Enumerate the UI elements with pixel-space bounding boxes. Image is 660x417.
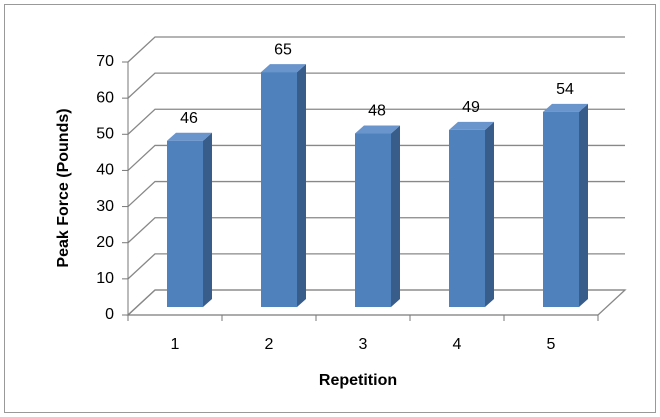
- x-tick-label: 5: [547, 336, 556, 353]
- grid-line: [127, 72, 625, 99]
- value-label: 65: [274, 41, 292, 58]
- value-label: 46: [180, 110, 198, 127]
- bar-top: [355, 125, 400, 134]
- value-label: 54: [556, 81, 574, 98]
- y-tick-label: 30: [96, 198, 114, 215]
- y-tick-label: 40: [96, 162, 114, 179]
- value-label: 49: [462, 99, 480, 116]
- y-axis-title: Peak Force (Pounds): [55, 108, 72, 267]
- bar-front: [261, 72, 297, 307]
- bar-side: [579, 103, 588, 307]
- bar-side: [391, 125, 400, 307]
- y-tick-label: 20: [96, 234, 114, 251]
- y-tick-label: 60: [96, 89, 114, 106]
- x-axis-title: Repetition: [319, 372, 397, 389]
- x-tick-label: 4: [453, 336, 462, 353]
- bar: [449, 121, 494, 308]
- bar-side: [203, 132, 212, 307]
- y-tick-label: 0: [105, 306, 114, 323]
- bar-front: [449, 129, 485, 307]
- bar-top: [543, 103, 588, 112]
- grid-line: [127, 36, 625, 63]
- x-tick-label: 2: [265, 336, 274, 353]
- bar-side: [297, 64, 306, 307]
- grid-line: [127, 108, 625, 135]
- bar: [167, 132, 212, 307]
- y-tick-label: 70: [96, 53, 114, 70]
- bar-front: [355, 133, 391, 307]
- y-tick-label: 50: [96, 126, 114, 143]
- bar: [355, 125, 400, 307]
- bar-top: [449, 121, 494, 130]
- value-label: 48: [368, 103, 386, 120]
- bar-side: [485, 121, 494, 308]
- bar-front: [543, 111, 579, 307]
- bar: [543, 103, 588, 307]
- bar: [261, 64, 306, 307]
- y-tick-label: 10: [96, 270, 114, 287]
- bar-top: [167, 132, 212, 141]
- bar-top: [261, 64, 306, 73]
- x-tick-label: 1: [171, 336, 180, 353]
- x-tick-label: 3: [359, 336, 368, 353]
- bar-front: [167, 140, 203, 307]
